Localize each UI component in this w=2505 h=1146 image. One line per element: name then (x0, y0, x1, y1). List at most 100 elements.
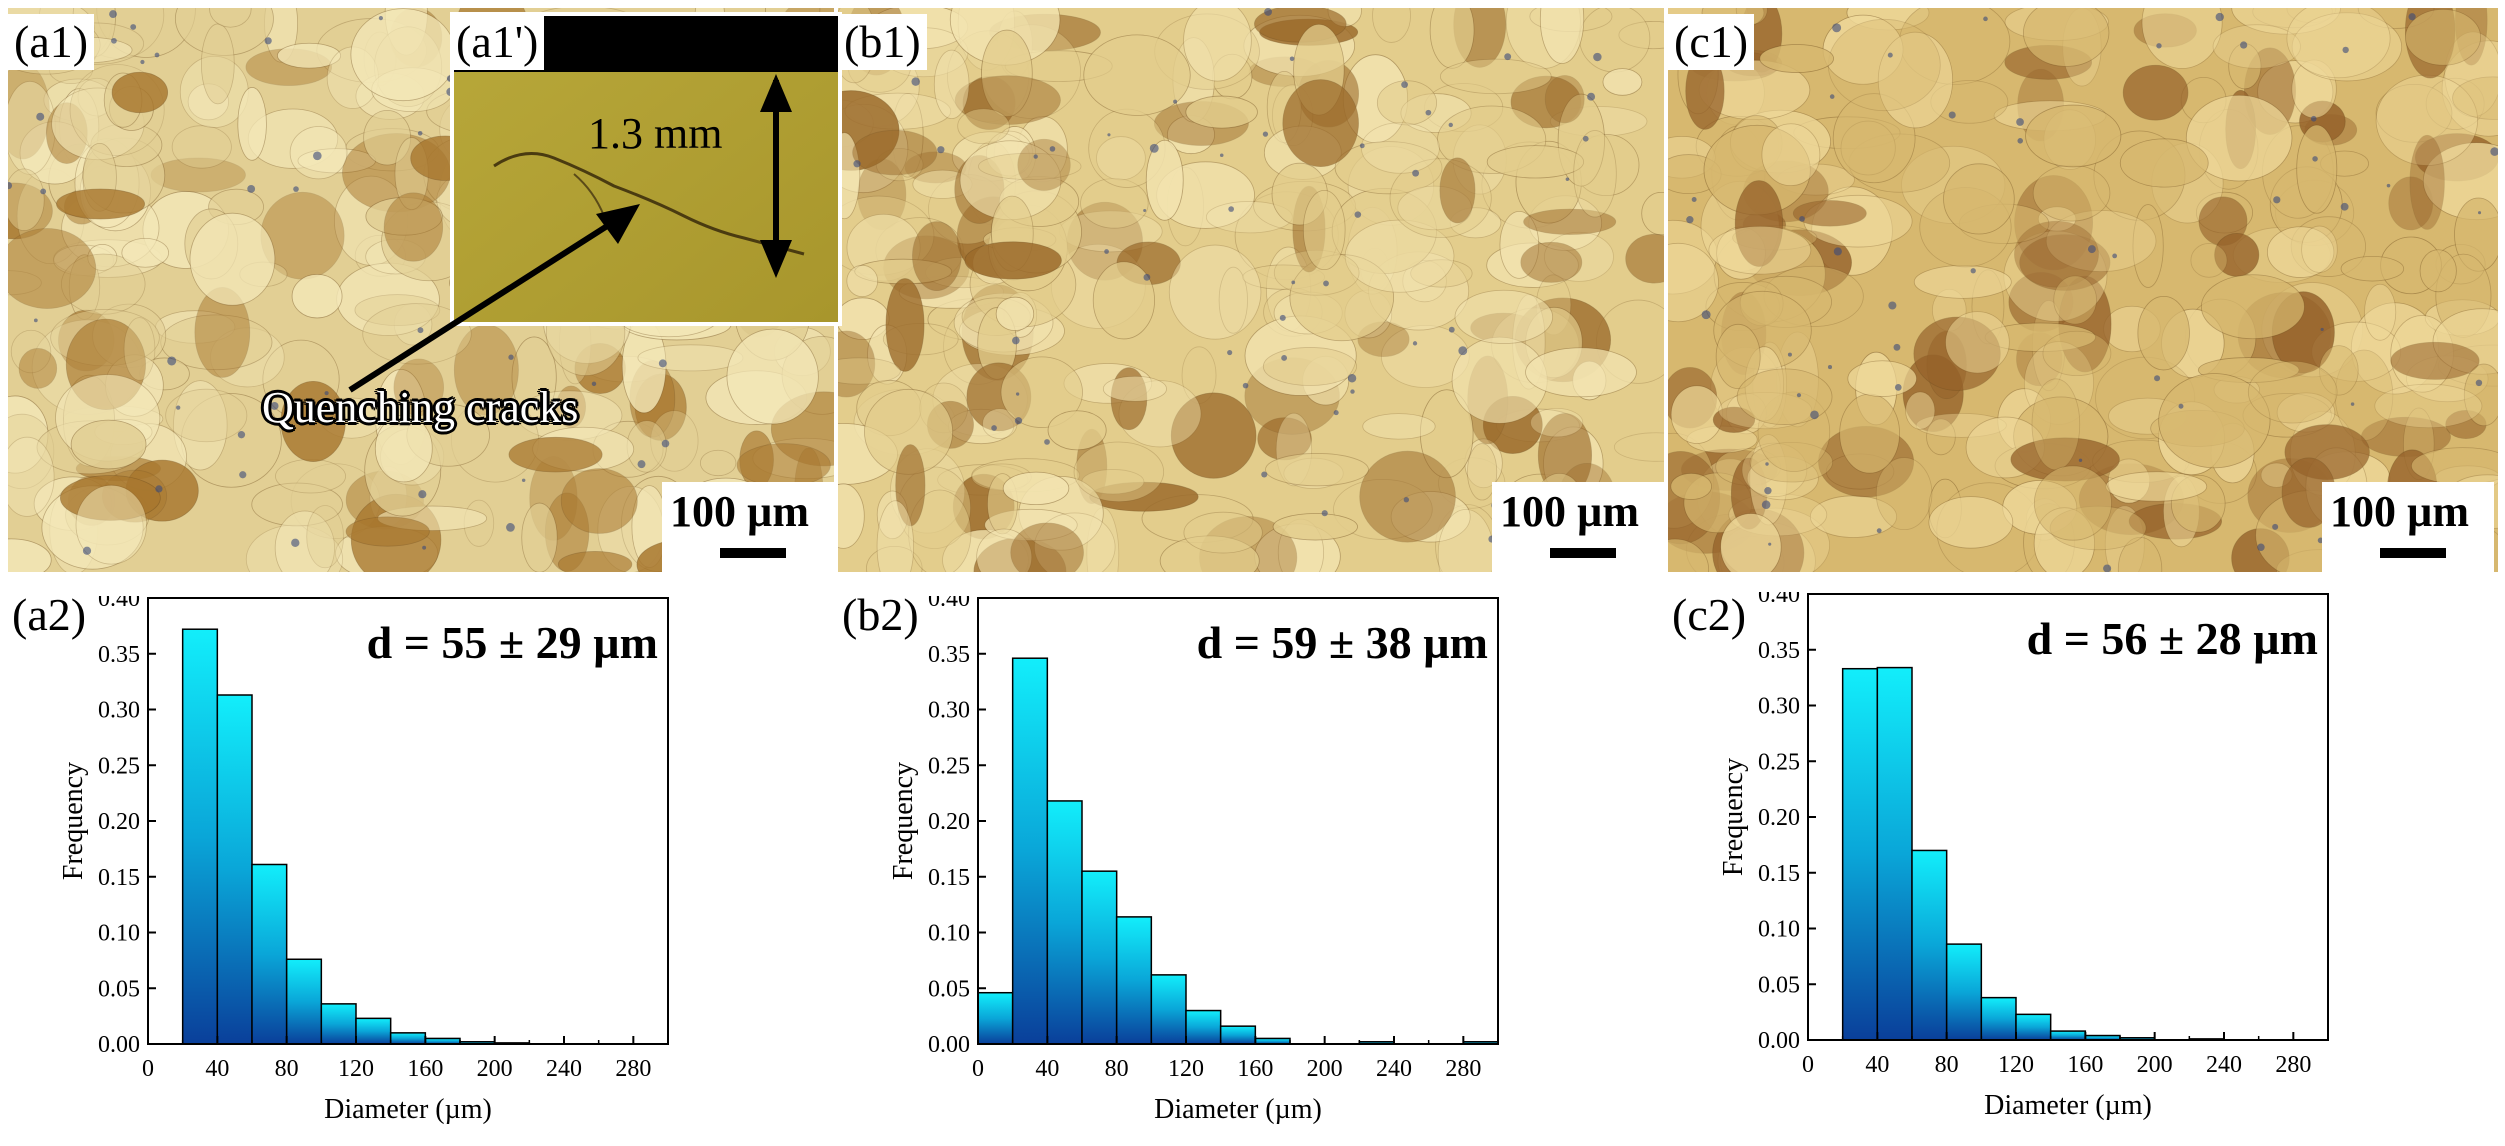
histogram-bar (181, 628, 219, 1045)
grain-size-annotation: d = 55 ± 29 µm (367, 617, 658, 668)
histogram-bar (320, 1003, 357, 1045)
micrograph-texture-b1 (838, 8, 1664, 572)
histogram-bar (1876, 666, 1913, 1041)
y-tick-label: 0.10 (1758, 917, 1800, 943)
hist-panel-label-c2: (c2) (1672, 589, 1747, 640)
hist-panel-label-a2: (a2) (12, 589, 87, 640)
x-axis-label: Diameter (µm) (1984, 1090, 2152, 1121)
inset-label: (a1') (450, 14, 545, 70)
scale-text-b1: 100 µm (1500, 487, 1640, 536)
histogram-bar (1980, 996, 2017, 1041)
x-tick-label: 0 (1802, 1052, 1814, 1078)
x-tick-label: 0 (972, 1056, 984, 1082)
histogram-b2: 0 40 80 120 160 200 240 280 0.00 0.05 0.10 0.15 0.20… (890, 596, 1499, 1125)
scale-bar-b1: 100 µm (1492, 482, 1664, 572)
histogram-bar (1841, 667, 1879, 1041)
histogram-a2: 0 40 80 120 160 200 240 280 0.00 0.05 0.10 0.15 0.20… (60, 596, 669, 1125)
y-tick-label: 0.00 (1758, 1028, 1800, 1054)
scale-text-a1: 100 µm (670, 487, 810, 536)
y-tick-label: 0.15 (1758, 861, 1800, 887)
x-tick-label: 40 (1035, 1056, 1059, 1082)
quenching-cracks-label: Quenching cracks (262, 383, 579, 432)
histogram-c2: 0 40 80 120 160 200 240 280 0.00 0.05 0.10 0.15 0.20… (1720, 592, 2329, 1121)
x-tick-label: 120 (1998, 1052, 2034, 1078)
inset-crack-image (450, 12, 842, 326)
histogram-bar (2049, 1030, 2087, 1041)
scale-bar-a1: 100 µm (662, 482, 834, 572)
x-tick-label: 200 (477, 1056, 513, 1082)
x-axis-label: Diameter (µm) (324, 1094, 492, 1125)
y-tick-label: 0.15 (928, 865, 970, 891)
y-tick-label: 0.35 (1758, 638, 1800, 664)
y-tick-label: 0.15 (98, 865, 140, 891)
y-tick-label: 0.35 (928, 642, 970, 668)
scale-line-b1 (1550, 548, 1616, 558)
x-tick-label: 240 (546, 1056, 582, 1082)
y-tick-label: 0.30 (928, 698, 970, 724)
histogram-bar (1115, 916, 1153, 1045)
scale-text-c1: 100 µm (2330, 487, 2470, 536)
hist-panel-label-b2: (b2) (842, 589, 919, 640)
histogram-bar (285, 958, 323, 1045)
scale-bar-c1: 100 µm (2322, 482, 2494, 572)
histogram-bar (251, 863, 288, 1045)
x-tick-label: 200 (1307, 1056, 1343, 1082)
scale-line-a1 (720, 548, 786, 558)
micrograph-c1 (1668, 8, 2498, 572)
y-tick-label: 0.20 (98, 809, 140, 835)
y-axis-label: Frequency (1720, 758, 1749, 876)
y-tick-label: 0.25 (928, 753, 970, 779)
histogram-bar (1911, 849, 1948, 1041)
y-axis-label: Frequency (60, 762, 89, 880)
y-tick-label: 0.20 (928, 809, 970, 835)
x-tick-label: 200 (2137, 1052, 2173, 1078)
y-tick-label: 0.00 (928, 1032, 970, 1058)
x-tick-label: 280 (2275, 1052, 2311, 1078)
y-tick-label: 0.05 (928, 976, 970, 1002)
x-tick-label: 280 (615, 1056, 651, 1082)
x-tick-label: 240 (1376, 1056, 1412, 1082)
x-tick-label: 40 (1865, 1052, 1889, 1078)
histogram-bar (1081, 870, 1118, 1045)
inset-crack-line (493, 152, 805, 256)
x-tick-label: 120 (1168, 1056, 1204, 1082)
grain-size-annotation: d = 56 ± 28 µm (2027, 613, 2318, 664)
x-tick-label: 120 (338, 1056, 374, 1082)
y-tick-label: 0.40 (98, 596, 140, 612)
micrograph-b1 (838, 8, 1664, 572)
crack-arrow (348, 204, 640, 393)
x-tick-label: 240 (2206, 1052, 2242, 1078)
x-tick-label: 280 (1445, 1056, 1481, 1082)
x-tick-label: 80 (1935, 1052, 1959, 1078)
y-tick-label: 0.40 (1758, 592, 1800, 608)
histogram-bar (389, 1032, 427, 1045)
grain-size-annotation: d = 59 ± 38 µm (1197, 617, 1488, 668)
y-tick-label: 0.25 (98, 753, 140, 779)
histogram-bar (1011, 657, 1049, 1045)
micrograph-texture-c1 (1668, 8, 2498, 572)
panel-label-b1: (b1) (838, 14, 927, 70)
y-tick-label: 0.30 (1758, 694, 1800, 720)
y-tick-label: 0.10 (928, 921, 970, 947)
scale-line-c1 (2380, 548, 2446, 558)
x-axis-label: Diameter (µm) (1154, 1094, 1322, 1125)
y-tick-label: 0.00 (98, 1032, 140, 1058)
histogram-bar (355, 1017, 392, 1045)
histogram-bar (2015, 1013, 2052, 1041)
x-tick-label: 0 (142, 1056, 154, 1082)
y-axis-label: Frequency (890, 762, 919, 880)
y-tick-label: 0.25 (1758, 749, 1800, 775)
x-tick-label: 80 (275, 1056, 299, 1082)
histogram-bar (977, 991, 1014, 1045)
x-tick-label: 160 (1237, 1056, 1273, 1082)
y-tick-label: 0.30 (98, 698, 140, 724)
panel-label-c1: (c1) (1668, 14, 1755, 70)
x-tick-label: 40 (205, 1056, 229, 1082)
histogram-bar (1945, 943, 1983, 1041)
y-tick-label: 0.40 (928, 596, 970, 612)
y-tick-label: 0.20 (1758, 805, 1800, 831)
x-tick-label: 160 (407, 1056, 443, 1082)
histogram-bar (216, 694, 253, 1045)
histogram-bar (1150, 974, 1187, 1045)
histogram-bar (1046, 800, 1083, 1045)
